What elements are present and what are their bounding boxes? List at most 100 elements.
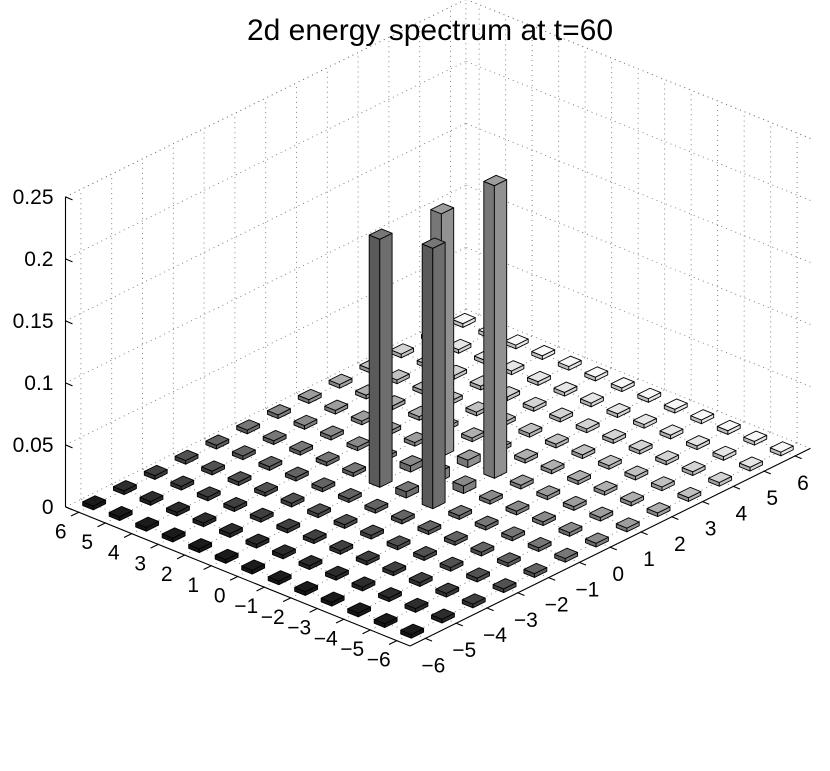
bar bbox=[113, 480, 137, 496]
bar bbox=[241, 559, 266, 575]
bar bbox=[298, 555, 323, 570]
axis-layer bbox=[64, 196, 811, 647]
bar-face-top bbox=[404, 597, 429, 610]
bar-face-top bbox=[267, 570, 292, 582]
bar bbox=[408, 571, 433, 587]
bar-face-top bbox=[571, 444, 596, 456]
bar-face-top bbox=[584, 366, 609, 378]
bar bbox=[527, 537, 552, 552]
bar-face-top bbox=[681, 461, 706, 473]
bar-face-top bbox=[690, 409, 715, 421]
y-tick-label: 6 bbox=[55, 520, 67, 543]
bar bbox=[236, 419, 261, 435]
bar-face-top bbox=[320, 591, 345, 603]
bar-face-top bbox=[382, 561, 407, 573]
bar bbox=[650, 476, 675, 492]
x-tick-label: 1 bbox=[643, 548, 655, 571]
bar-face-top bbox=[82, 495, 107, 507]
bar bbox=[606, 403, 631, 418]
x-tick-mark bbox=[733, 485, 741, 490]
y-tick-mark bbox=[256, 586, 265, 592]
x-tick-label: −3 bbox=[514, 609, 538, 632]
bar bbox=[351, 576, 376, 592]
bar bbox=[289, 440, 314, 456]
bar-face-top bbox=[364, 498, 389, 510]
bar-face-right bbox=[379, 232, 393, 488]
bar-face-top bbox=[421, 237, 446, 249]
bar bbox=[315, 451, 340, 467]
bar-face-top bbox=[567, 470, 591, 482]
bar-face-top bbox=[289, 440, 314, 452]
bar-face-top bbox=[337, 488, 362, 500]
box-edge-top-right bbox=[466, 0, 811, 139]
bar bbox=[262, 430, 287, 445]
bar bbox=[227, 471, 252, 487]
bar bbox=[386, 535, 411, 551]
bar bbox=[294, 580, 319, 596]
bar bbox=[258, 455, 283, 471]
bar bbox=[501, 526, 526, 542]
bar bbox=[166, 501, 190, 517]
bar-face-top bbox=[716, 419, 741, 432]
y-tick-mark bbox=[203, 565, 212, 571]
bar-face-top bbox=[378, 587, 402, 599]
bar bbox=[324, 399, 349, 415]
bar bbox=[399, 455, 424, 473]
y-tick-mark bbox=[282, 597, 291, 603]
back-wall-gridline-horizontal bbox=[465, 308, 811, 449]
z-tick-label: 0.15 bbox=[13, 310, 54, 333]
left-wall-gridline-horizontal bbox=[65, 60, 467, 260]
y-tick-mark bbox=[229, 575, 238, 581]
bar bbox=[329, 539, 354, 555]
bar-face-top bbox=[474, 515, 499, 527]
z-tick-label: 0.05 bbox=[13, 434, 54, 457]
x-tick-label: 4 bbox=[736, 502, 748, 525]
bar bbox=[554, 547, 579, 563]
bar-face-left bbox=[483, 180, 495, 479]
bar-face-top bbox=[355, 550, 380, 562]
bar-face-top bbox=[258, 455, 283, 468]
bar-face-top bbox=[430, 203, 455, 215]
bar-face-top bbox=[439, 556, 464, 568]
bar-face-top bbox=[360, 524, 384, 536]
bar-face-top bbox=[170, 475, 195, 487]
y-tick-mark bbox=[70, 511, 79, 517]
bar bbox=[589, 506, 614, 522]
bar bbox=[686, 435, 710, 451]
bar bbox=[443, 530, 468, 546]
bar bbox=[492, 578, 517, 594]
bar-face-top bbox=[650, 476, 675, 488]
z-tick-mark bbox=[65, 506, 73, 511]
bar bbox=[663, 398, 688, 414]
bar-face-top bbox=[769, 441, 794, 453]
bar bbox=[677, 486, 702, 502]
bar bbox=[143, 464, 168, 480]
bar-face-top bbox=[143, 464, 168, 477]
x-tick-mark bbox=[794, 455, 802, 460]
bar bbox=[267, 570, 292, 586]
bar bbox=[712, 445, 737, 461]
bar-face-top bbox=[324, 399, 349, 411]
bar bbox=[417, 520, 442, 536]
bar-face-top bbox=[466, 567, 490, 579]
bar bbox=[307, 503, 331, 519]
bar bbox=[205, 434, 230, 450]
bar bbox=[82, 495, 107, 511]
bar-face-top bbox=[227, 471, 252, 483]
bar bbox=[293, 414, 318, 430]
bar bbox=[325, 565, 349, 581]
bar bbox=[342, 462, 367, 478]
bar-face-top bbox=[492, 578, 517, 590]
x-tick-mark bbox=[548, 577, 556, 581]
bar bbox=[633, 413, 657, 429]
bar bbox=[562, 495, 587, 511]
y-tick-label: 3 bbox=[134, 552, 146, 575]
bar-face-left bbox=[368, 234, 381, 488]
bar-face-top bbox=[166, 501, 190, 513]
bars-layer bbox=[82, 174, 794, 639]
bar-face-top bbox=[606, 403, 631, 415]
bar bbox=[378, 587, 402, 603]
bar-face-top bbox=[470, 541, 495, 553]
x-tick-mark bbox=[425, 637, 433, 642]
